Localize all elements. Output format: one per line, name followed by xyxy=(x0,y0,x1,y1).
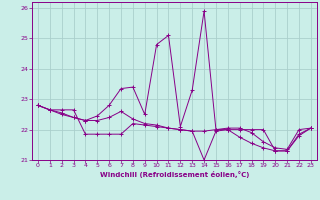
X-axis label: Windchill (Refroidissement éolien,°C): Windchill (Refroidissement éolien,°C) xyxy=(100,171,249,178)
